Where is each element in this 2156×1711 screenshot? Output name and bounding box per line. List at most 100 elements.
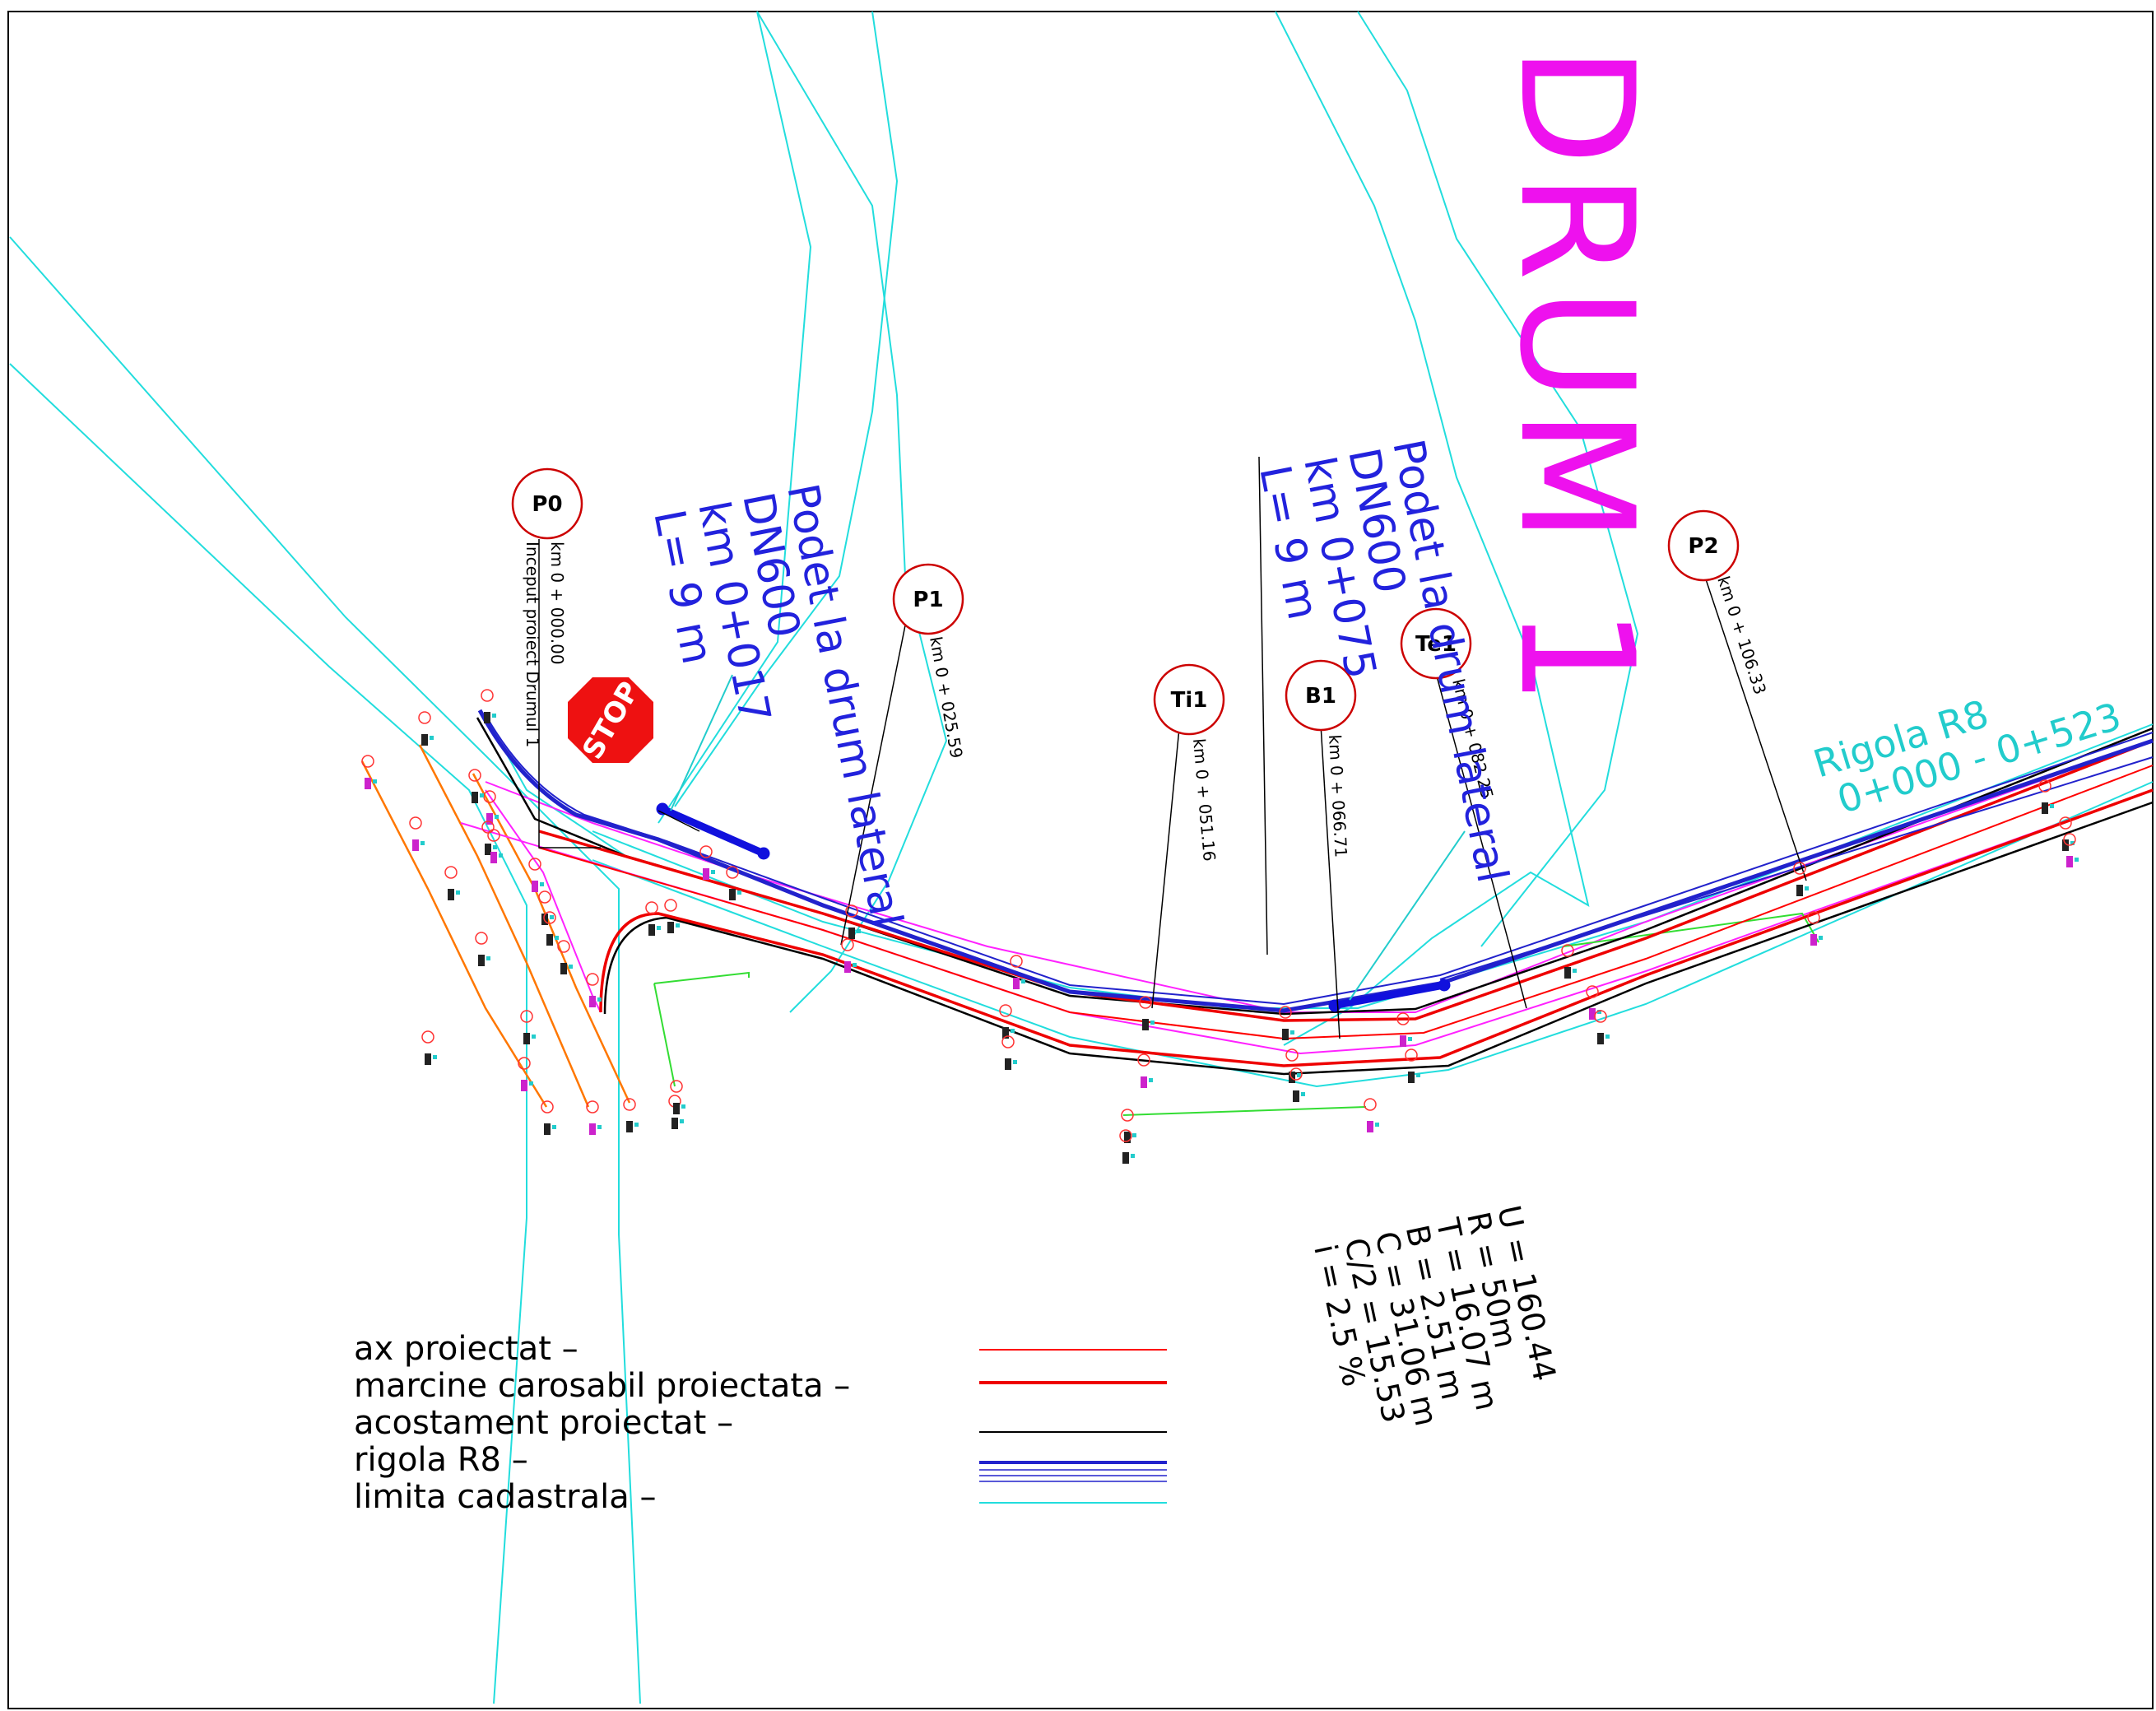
survey-point-glyph bbox=[532, 881, 538, 892]
survey-point-circle bbox=[1139, 996, 1152, 1009]
survey-point-glyph bbox=[1408, 1072, 1415, 1083]
survey-point-circle bbox=[2038, 779, 2051, 793]
survey-point-tick bbox=[480, 793, 484, 797]
survey-point-glyph bbox=[1005, 1058, 1011, 1070]
culvert-label-2: Podet la drum lateral DN600 km 0+075 L= … bbox=[1249, 435, 1517, 886]
survey-point-glyph bbox=[1367, 1121, 1373, 1132]
legend-label-cadastral: limita cadastrala – bbox=[354, 1478, 656, 1516]
survey-point-glyph bbox=[673, 1103, 680, 1114]
survey-point-glyph bbox=[2066, 856, 2073, 867]
survey-point-tick bbox=[529, 1081, 533, 1086]
survey-point-tick bbox=[1597, 1010, 1601, 1014]
survey-point-glyph bbox=[484, 712, 490, 723]
survey-point-glyph bbox=[521, 1080, 527, 1091]
survey-point-glyph bbox=[560, 963, 567, 974]
rigola-r8 bbox=[477, 709, 2154, 1013]
survey-point-glyph bbox=[421, 734, 428, 746]
survey-point-circle bbox=[1594, 1010, 1607, 1023]
survey-point-glyph bbox=[490, 852, 497, 863]
survey-point-glyph bbox=[844, 961, 851, 973]
station-label-p1: P1 bbox=[913, 588, 943, 612]
survey-point-circle bbox=[1364, 1098, 1377, 1111]
survey-point-circle bbox=[557, 940, 570, 953]
survey-point-tick bbox=[532, 1035, 536, 1039]
survey-point-circle bbox=[586, 973, 599, 986]
survey-point-tick bbox=[433, 1055, 437, 1059]
survey-point-glyph bbox=[1013, 978, 1020, 989]
survey-point-tick bbox=[1013, 1060, 1017, 1064]
survey-point-tick bbox=[1416, 1073, 1420, 1077]
survey-point-circle bbox=[468, 769, 481, 782]
survey-point-tick bbox=[373, 779, 377, 783]
survey-point-tick bbox=[597, 997, 602, 1002]
survey-point-glyph bbox=[1564, 967, 1571, 979]
survey-point-tick bbox=[456, 890, 460, 895]
station-markers bbox=[511, 467, 1740, 736]
survey-point-glyph bbox=[425, 1053, 431, 1065]
station-km-p0: km 0 + 000.00 bbox=[547, 542, 567, 665]
survey-point-tick bbox=[1290, 1030, 1294, 1035]
survey-point-tick bbox=[1301, 1092, 1305, 1096]
survey-point-tick bbox=[550, 915, 554, 919]
culvert-1-line1: Podet la drum lateral bbox=[777, 480, 911, 931]
survey-point-tick bbox=[430, 736, 434, 740]
survey-point-circle bbox=[1561, 944, 1574, 957]
road-title: DRUM 1 bbox=[1485, 45, 1667, 713]
survey-point-glyph bbox=[2062, 839, 2069, 851]
survey-point-glyph bbox=[703, 868, 709, 880]
survey-point-tick bbox=[597, 1125, 602, 1129]
survey-point-circle bbox=[475, 932, 488, 945]
survey-point-circle bbox=[1137, 1053, 1150, 1067]
survey-point-glyph bbox=[1124, 1132, 1131, 1143]
survey-point-tick bbox=[2075, 858, 2079, 862]
survey-point-circle bbox=[726, 866, 739, 879]
station-km-p2: km 0 + 106.33 bbox=[1713, 574, 1770, 697]
survey-point-tick bbox=[555, 936, 559, 940]
survey-point-glyph bbox=[472, 792, 478, 803]
survey-point-circle bbox=[520, 1010, 533, 1023]
survey-point-glyph bbox=[448, 889, 454, 900]
legend-label-shoulder: acostament proiectat – bbox=[354, 1404, 733, 1442]
survey-point-glyph bbox=[478, 955, 485, 966]
survey-point-circle bbox=[1279, 1006, 1292, 1019]
survey-point-tick bbox=[1573, 969, 1577, 973]
survey-point-glyph bbox=[546, 934, 553, 946]
survey-point-glyph bbox=[1589, 1008, 1596, 1020]
survey-point-circle bbox=[538, 890, 551, 904]
legend: ax proiectat – marcine carosabil proiect… bbox=[354, 1330, 1167, 1516]
survey-point-circle bbox=[664, 899, 677, 912]
survey-point-circle bbox=[999, 1004, 1012, 1017]
survey-point-circle bbox=[421, 1030, 434, 1044]
survey-point-circle bbox=[1119, 1129, 1132, 1142]
survey-point-circle bbox=[623, 1098, 636, 1111]
rigola-label: Rigola R8 0+000 - 0+523 bbox=[1808, 691, 2126, 822]
survey-point-tick bbox=[2070, 841, 2075, 845]
survey-point-circle bbox=[541, 1100, 554, 1114]
survey-point-tick bbox=[681, 1104, 685, 1109]
stop-sign: STOP bbox=[568, 676, 653, 765]
station-label-ti1: Ti1 bbox=[1171, 688, 1208, 713]
station-km-ti1: km 0 + 051.16 bbox=[1189, 737, 1220, 862]
survey-point-tick bbox=[1011, 1029, 1015, 1033]
survey-point-circle bbox=[1010, 955, 1023, 968]
survey-point-glyph bbox=[1142, 1019, 1149, 1030]
survey-point-circle bbox=[845, 904, 858, 918]
survey-point-glyph bbox=[848, 928, 855, 939]
survey-point-tick bbox=[493, 845, 497, 849]
cadastral-limits bbox=[9, 11, 2154, 1704]
survey-point-circle bbox=[481, 689, 494, 702]
survey-point-tick bbox=[552, 1125, 556, 1129]
survey-point-circle bbox=[699, 845, 713, 858]
survey-point-tick bbox=[1131, 1154, 1135, 1158]
survey-point-tick bbox=[499, 853, 503, 858]
survey-point-circle bbox=[1289, 1067, 1303, 1081]
survey-point-tick bbox=[486, 956, 490, 960]
survey-point-glyph bbox=[589, 996, 596, 1007]
survey-point-glyph bbox=[648, 924, 655, 936]
survey-point-tick bbox=[1605, 1035, 1610, 1039]
survey-point-circle bbox=[418, 711, 431, 724]
survey-point-tick bbox=[711, 870, 715, 874]
legend-swatch-rigola bbox=[979, 1461, 1167, 1482]
survey-point-glyph bbox=[671, 1118, 678, 1129]
